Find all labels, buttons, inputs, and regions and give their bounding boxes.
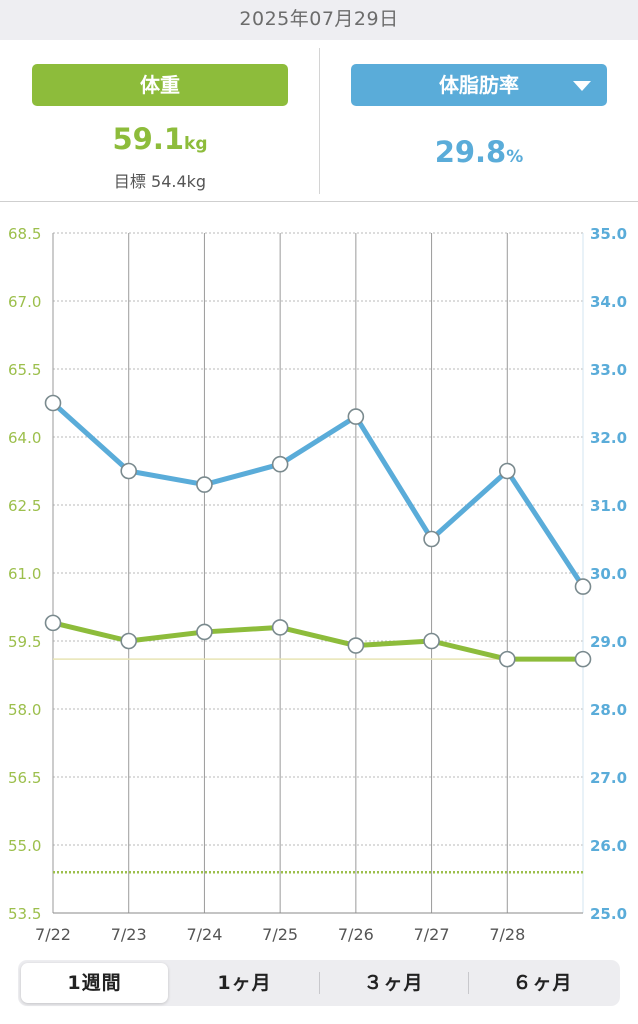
weight-data-point[interactable] [423,632,440,650]
right-axis-tick-label: 30.0 [590,565,627,583]
period-separator [319,972,320,994]
summary-divider [319,48,320,194]
fat-unit: % [506,147,524,167]
left-axis-tick-label: 56.5 [8,769,41,787]
right-axis-tick-label: 35.0 [590,225,627,243]
weight-data-point[interactable] [347,637,365,654]
weight-data-point[interactable] [120,632,138,650]
left-axis-tick-label: 55.0 [8,837,41,855]
left-axis-tick-label: 61.0 [8,565,41,583]
period-tab[interactable]: 1ヶ月 [217,972,272,994]
x-axis-tick-label: 7/23 [111,925,147,944]
fat-data-point[interactable] [271,455,289,473]
left-axis-tick-label: 67.0 [8,293,41,311]
weight-number: 59.1 [112,122,185,156]
period-separator [468,972,469,994]
trend-chart: 68.5 67.0 65.5 64.0 62.5 61.0 59.5 58.0 56.5 55.0… [0,205,638,950]
fat-data-point[interactable] [120,462,138,480]
weight-value: 59.1kg [32,122,288,156]
x-axis-tick-label: 7/26 [338,925,374,944]
x-axis-tick-label: 7/25 [262,925,298,944]
right-axis-tick-label: 33.0 [590,361,627,379]
fat-metric-dropdown[interactable]: 体脂肪率 [351,64,607,106]
right-axis-tick-label: 25.0 [590,905,627,923]
x-axis-tick-label: 7/28 [489,925,525,944]
summary-panel: 体重 59.1kg 目標 54.4kg 体脂肪率 29.8% [0,40,638,202]
left-axis-tick-label: 53.5 [8,905,41,923]
left-axis-tick-label: 62.5 [8,497,41,515]
fat-data-point[interactable] [498,462,516,480]
right-axis-tick-label: 32.0 [590,429,627,447]
period-tab[interactable]: ３ヶ月 [363,972,424,994]
weight-data-point[interactable] [574,650,592,668]
fat-data-point[interactable] [44,394,62,412]
weight-data-point[interactable] [44,614,62,632]
fat-data-point[interactable] [347,408,365,425]
fat-number: 29.8 [434,135,507,169]
left-axis-tick-label: 59.5 [8,633,41,651]
weight-goal: 目標 54.4kg [113,172,207,191]
right-axis-tick-label: 34.0 [590,293,627,311]
chevron-down-icon [573,81,591,91]
weight-data-point[interactable] [498,650,516,668]
left-axis-tick-label: 64.0 [8,429,41,447]
weight-label-button[interactable]: 体重 [32,64,288,106]
right-axis-tick-label: 28.0 [590,701,627,719]
fat-data-point[interactable] [196,476,213,493]
right-axis-tick-label: 27.0 [590,769,627,787]
right-axis-tick-label: 29.0 [590,633,627,651]
left-axis-tick-label: 58.0 [8,701,41,719]
weight-data-point[interactable] [196,623,213,641]
fat-label: 体脂肪率 [439,73,519,97]
period-selector: 1週間 1ヶ月 ３ヶ月 ６ヶ月 [18,960,620,1006]
period-tab[interactable]: ６ヶ月 [512,972,573,994]
x-axis-tick-label: 7/27 [414,925,450,944]
fat-series-line [50,400,586,590]
weight-unit: kg [184,134,208,154]
x-axis-tick-label: 7/22 [35,925,71,944]
weight-data-point[interactable] [271,619,289,636]
right-axis-tick-label: 31.0 [590,497,627,515]
x-axis-tick-label: 7/24 [186,925,222,944]
chart-canvas: 68.5 67.0 65.5 64.0 62.5 61.0 59.5 58.0 56.5 55.0… [8,225,627,944]
right-axis-tick-label: 26.0 [590,837,627,855]
date-header: 2025年07月29日 [0,0,638,40]
fat-value: 29.8% [351,135,607,169]
fat-data-point[interactable] [423,530,440,548]
period-tab[interactable]: 1週間 [21,963,168,1003]
left-axis-tick-label: 68.5 [8,225,41,243]
weight-series-line [50,620,586,662]
fat-data-point[interactable] [574,578,592,595]
left-axis-tick-label: 65.5 [8,361,41,379]
